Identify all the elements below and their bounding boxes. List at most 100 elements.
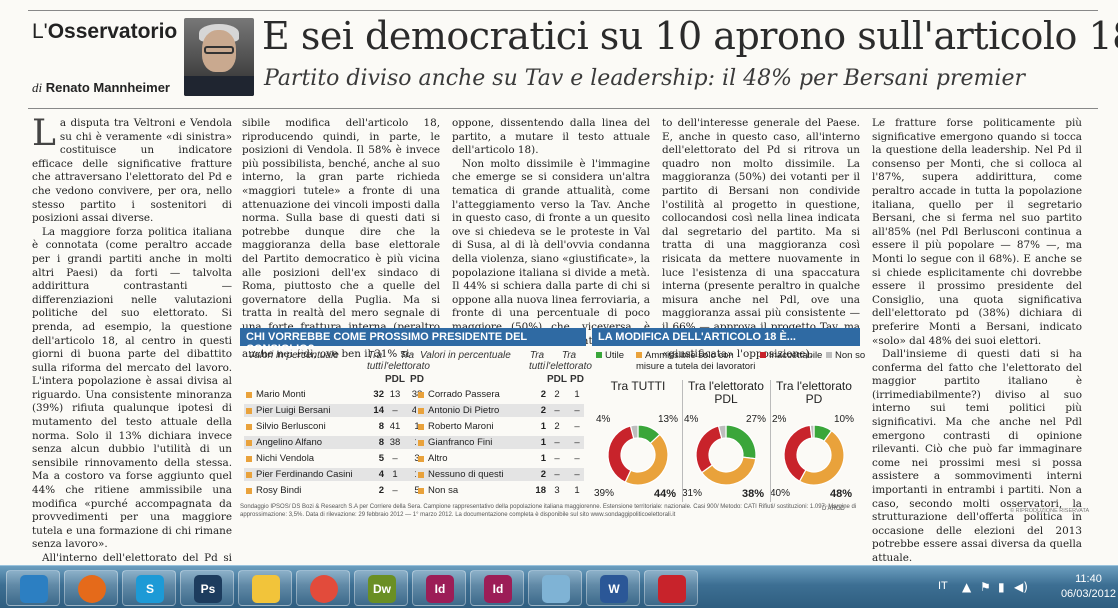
notepad-taskbar-button[interactable] xyxy=(528,570,582,606)
candidate-name: Altro xyxy=(428,453,448,464)
premier-table: CHI VORREBBE COME PROSSIMO PRESIDENTE DE… xyxy=(240,328,592,498)
firefox-icon xyxy=(78,575,106,603)
value-pd: – xyxy=(574,421,580,432)
donut-slice xyxy=(695,425,723,474)
row-marker-icon xyxy=(418,440,424,446)
outlook-icon xyxy=(252,575,280,603)
paragraph: Le fratture forse politicamente più sign… xyxy=(872,117,1082,347)
volume-icon[interactable]: ◀) xyxy=(1014,580,1028,594)
dreamweaver-icon: Dw xyxy=(368,575,396,603)
donut-title: Tra TUTTI xyxy=(610,379,666,393)
donut-title: Tra l'elettorato PD xyxy=(776,379,852,406)
row-marker-icon xyxy=(246,424,252,430)
article-header: L'Osservatorio di Renato Mannheimer E se… xyxy=(0,0,1118,110)
chart-separator xyxy=(682,380,683,502)
legend-swatch xyxy=(596,352,602,359)
value-pdl: – xyxy=(392,485,398,496)
header-values: Valori in percentuale xyxy=(248,350,339,361)
indesign2-taskbar-button[interactable]: Id xyxy=(470,570,524,606)
clock-date: 06/03/2012 xyxy=(1060,588,1116,600)
table-title: CHI VORREBBE COME PROSSIMO PRESIDENTE DE… xyxy=(240,328,586,355)
legend-label: Ammissibile solo con misure a tutela dei… xyxy=(636,350,756,372)
table-row: Non sa 18 3 1 xyxy=(416,484,584,497)
column-tag: L'Osservatorio xyxy=(32,20,180,72)
author-name: Renato Mannheimer xyxy=(45,80,170,95)
system-tray: IT ▲ ⚑ ▮ ◀) 11:40 06/03/2012 xyxy=(928,566,1118,608)
row-marker-icon xyxy=(418,456,424,462)
value-tutti: 1 xyxy=(540,437,546,448)
paragraph: oppone, dissentendo dalla linea del part… xyxy=(452,117,650,157)
skype-taskbar-button[interactable]: S xyxy=(122,570,176,606)
indesign-icon: Id xyxy=(426,575,454,603)
value-pdl: 41 xyxy=(389,421,401,432)
candidate-name: Gianfranco Fini xyxy=(428,437,493,448)
acrobat-taskbar-button[interactable] xyxy=(644,570,698,606)
value-pdl: 2 xyxy=(554,421,560,432)
value-pd: 5 xyxy=(414,485,420,496)
header-rule xyxy=(28,108,1098,109)
chrome-taskbar-button[interactable] xyxy=(296,570,350,606)
acrobat-icon xyxy=(658,575,686,603)
value-tutti: 32 xyxy=(373,389,384,400)
donut-slice xyxy=(717,424,727,440)
clock[interactable]: 11:40 06/03/2012 xyxy=(1061,572,1116,602)
candidate-name: Nichi Vendola xyxy=(256,453,315,464)
value-pdl: 3 xyxy=(554,485,560,496)
value-tutti: 8 xyxy=(378,437,384,448)
arrow-up-icon[interactable]: ▲ xyxy=(962,580,972,594)
row-marker-icon xyxy=(418,408,424,414)
flag-icon[interactable]: ⚑ xyxy=(980,580,991,594)
candidate-name: Corrado Passera xyxy=(428,389,500,400)
value-pdl: – xyxy=(554,469,560,480)
headline: E sei democratici su 10 aprono sull'arti… xyxy=(262,14,1118,58)
network-icon[interactable]: ▮ xyxy=(998,580,1005,594)
value-pdl: – xyxy=(392,405,398,416)
firefox-taskbar-button[interactable] xyxy=(64,570,118,606)
copyright-note: © RIPRODUZIONE RISERVATA xyxy=(1010,508,1090,514)
header-pdl: PDL xyxy=(385,374,405,385)
legend-swatch xyxy=(636,352,642,359)
pct-label: 27% xyxy=(746,414,767,425)
media-player-taskbar-button[interactable] xyxy=(6,570,60,606)
column-prefix: L' xyxy=(32,20,48,43)
donut-slice xyxy=(629,424,639,440)
language-indicator[interactable]: IT xyxy=(938,580,948,592)
value-pdl: 1 xyxy=(392,469,398,480)
value-tutti: 4 xyxy=(378,469,384,480)
donut-slice xyxy=(798,429,845,486)
indesign-taskbar-button[interactable]: Id xyxy=(412,570,466,606)
header-tra: Tra l'elettorato xyxy=(384,350,430,372)
outlook-taskbar-button[interactable] xyxy=(238,570,292,606)
candidate-name: Roberto Maroni xyxy=(428,421,494,432)
legend-label: Non so xyxy=(835,350,866,361)
value-tutti: 8 xyxy=(378,421,384,432)
value-tutti: 2 xyxy=(540,469,546,480)
header-pd: PD xyxy=(570,374,584,385)
dreamweaver-taskbar-button[interactable]: Dw xyxy=(354,570,408,606)
candidate-name: Non sa xyxy=(428,485,459,496)
word-icon: W xyxy=(600,575,628,603)
paragraph: La maggiore forza politica italiana è co… xyxy=(32,225,232,551)
value-tutti: 18 xyxy=(535,485,546,496)
value-pd: – xyxy=(574,469,580,480)
row-marker-icon xyxy=(246,440,252,446)
word-taskbar-button[interactable]: W xyxy=(586,570,640,606)
donut-chart xyxy=(607,424,669,486)
value-tutti: 5 xyxy=(378,453,384,464)
paragraph: a disputa tra Veltroni e Vendola su chi … xyxy=(32,117,232,225)
photoshop-icon: Ps xyxy=(194,575,222,603)
table-row: Gianfranco Fini 1– – xyxy=(416,436,584,449)
row-marker-icon xyxy=(418,472,424,478)
value-tutti: 2 xyxy=(540,405,546,416)
author-photo xyxy=(184,18,254,96)
skype-icon: S xyxy=(136,575,164,603)
article-column-4: to dell'interesse generale del Paese. E,… xyxy=(662,117,860,360)
pct-label: 13% xyxy=(658,414,679,425)
pct-label: 44% xyxy=(654,488,677,500)
value-tutti: 1 xyxy=(540,453,546,464)
notepad-icon xyxy=(542,575,570,603)
pct-label: 4% xyxy=(684,414,699,425)
pct-label: 48% xyxy=(830,488,853,500)
value-pd: 1 xyxy=(414,421,420,432)
photoshop-taskbar-button[interactable]: Ps xyxy=(180,570,234,606)
